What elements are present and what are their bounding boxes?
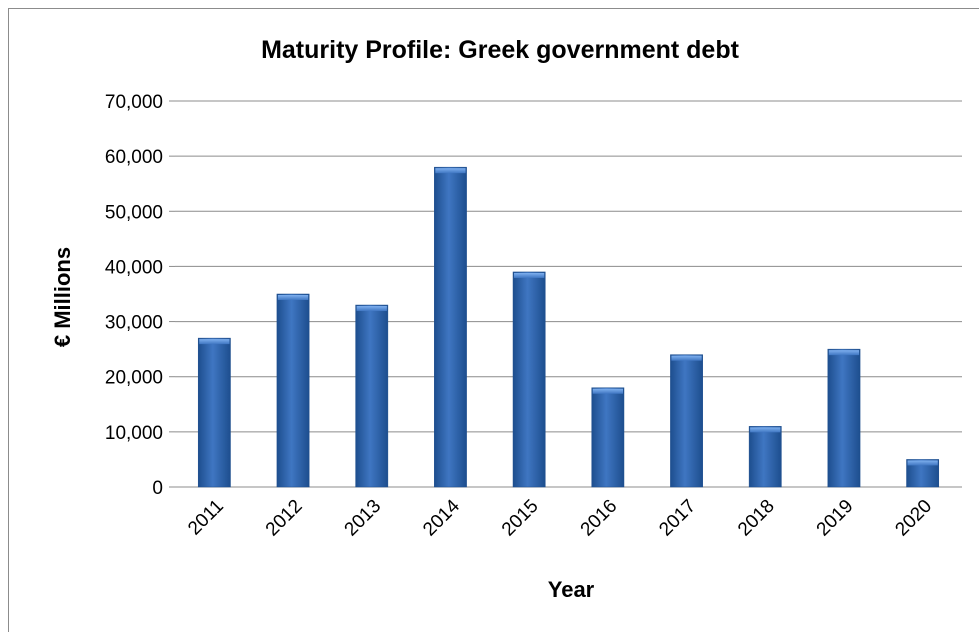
bar-bevel-2019 [828, 350, 860, 356]
bar-bevel-2016 [592, 388, 623, 394]
x-tick-label: 2019 [813, 496, 858, 541]
bar-2012 [276, 293, 310, 488]
bar-bevel-2018 [750, 427, 781, 433]
x-tick-label: 2018 [734, 496, 779, 541]
bar-bevel-2013 [356, 306, 387, 312]
bar-bevel-2012 [277, 295, 309, 300]
y-axis-ticks: 0 10,000 20,000 30,000 40,000 50,000 60,000 70,… [105, 92, 163, 499]
bar-bevel-2015 [514, 272, 545, 278]
x-tick-label: 2014 [419, 495, 464, 540]
x-tick-label: 2015 [498, 496, 543, 541]
bar-bevel-2011 [199, 339, 230, 345]
x-tick-label: 2017 [655, 496, 700, 541]
x-tick-label: 2020 [891, 496, 936, 541]
y-tick-label: 50,000 [105, 202, 163, 223]
y-tick-label: 20,000 [105, 368, 163, 389]
y-tick-label: 10,000 [105, 423, 163, 444]
bars [197, 166, 940, 488]
x-tick-label: 2012 [262, 496, 307, 541]
bar-2018 [748, 426, 782, 488]
y-tick-label: 0 [152, 478, 163, 499]
bar-bevel-2020 [907, 460, 938, 466]
x-tick-label: 2011 [184, 496, 228, 540]
y-tick-label: 60,000 [105, 147, 163, 168]
chart-frame [8, 8, 979, 632]
bar-2019 [827, 348, 861, 488]
chart-title: Maturity Profile: Greek government debt [261, 36, 740, 64]
x-tick-label: 2016 [577, 496, 622, 541]
bar-bevel-2017 [671, 355, 702, 361]
bar-2013 [355, 304, 389, 488]
y-axis-title: € Millions [50, 247, 75, 347]
bar-bevel-2014 [435, 168, 466, 174]
bar-2017 [670, 354, 703, 488]
y-tick-label: 30,000 [105, 313, 163, 334]
bar-2015 [512, 271, 546, 488]
x-axis-ticks: 2011 2012 2013 2014 2015 2016 2017 2018 2019 2020 [184, 495, 936, 540]
x-axis-title: Year [548, 577, 595, 602]
bar-2011 [197, 337, 231, 488]
x-tick-label: 2013 [341, 496, 386, 541]
bar-2014 [434, 166, 467, 488]
y-tick-label: 70,000 [105, 92, 163, 113]
bar-2016 [591, 387, 625, 488]
y-tick-label: 40,000 [105, 257, 163, 278]
